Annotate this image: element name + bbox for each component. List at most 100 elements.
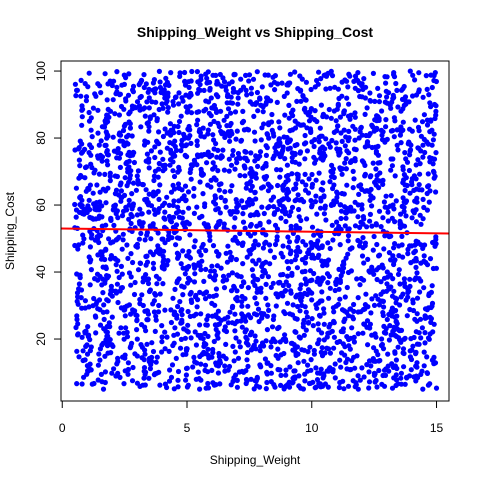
data-point xyxy=(93,314,99,320)
data-point xyxy=(207,237,213,243)
data-point xyxy=(87,348,93,354)
data-point xyxy=(296,373,302,379)
data-point xyxy=(406,139,412,145)
data-point xyxy=(235,95,241,101)
data-point xyxy=(197,289,203,295)
data-point xyxy=(213,141,219,147)
y-tick-label: 20 xyxy=(34,332,48,346)
data-point xyxy=(221,225,227,231)
data-point xyxy=(374,276,380,283)
data-point xyxy=(320,180,326,186)
data-point xyxy=(175,377,181,383)
data-point xyxy=(422,313,428,319)
data-point xyxy=(415,157,421,163)
data-point xyxy=(91,380,97,387)
data-point xyxy=(381,304,387,310)
data-point xyxy=(338,273,344,279)
data-point xyxy=(364,362,370,368)
data-point xyxy=(244,357,250,363)
data-point xyxy=(255,286,261,292)
data-point xyxy=(370,247,376,253)
data-point xyxy=(168,132,174,138)
data-point xyxy=(387,323,393,329)
data-point xyxy=(346,128,352,134)
data-point xyxy=(375,152,381,158)
data-point xyxy=(79,122,85,128)
data-point xyxy=(236,202,242,208)
data-point xyxy=(255,108,261,114)
data-point xyxy=(424,122,431,128)
data-point xyxy=(416,87,422,93)
data-point xyxy=(228,120,234,127)
data-point xyxy=(174,280,180,286)
data-point xyxy=(133,187,139,193)
data-point xyxy=(181,193,187,199)
data-point xyxy=(134,241,140,247)
data-point xyxy=(263,259,269,265)
data-point xyxy=(405,290,411,296)
data-point xyxy=(125,92,132,98)
data-point xyxy=(270,130,276,136)
data-point xyxy=(76,281,82,287)
data-point xyxy=(194,304,200,310)
data-point xyxy=(86,70,92,76)
data-point xyxy=(170,295,176,301)
data-point xyxy=(299,347,305,353)
data-point xyxy=(418,278,424,284)
data-point xyxy=(186,94,192,100)
data-point xyxy=(108,215,114,221)
data-point xyxy=(429,84,435,91)
data-point xyxy=(378,279,384,285)
data-point xyxy=(80,357,86,364)
data-point xyxy=(81,236,87,242)
data-point xyxy=(417,289,423,295)
data-point xyxy=(402,381,408,387)
data-point xyxy=(244,254,250,260)
data-point xyxy=(420,196,426,202)
data-point xyxy=(112,173,118,179)
data-point xyxy=(190,364,196,370)
data-point xyxy=(331,182,337,188)
data-point xyxy=(271,254,277,260)
data-point xyxy=(227,249,233,255)
data-point xyxy=(303,327,309,333)
data-point xyxy=(245,363,251,369)
data-point xyxy=(368,193,374,199)
data-point xyxy=(263,386,269,392)
data-point xyxy=(127,345,133,351)
data-point xyxy=(366,369,372,375)
data-point xyxy=(295,174,301,180)
data-point xyxy=(104,333,110,339)
data-point xyxy=(346,150,352,156)
data-point xyxy=(301,332,307,338)
data-point xyxy=(365,143,371,149)
data-point xyxy=(304,314,310,320)
data-point xyxy=(194,204,200,210)
data-point xyxy=(72,201,78,208)
data-point xyxy=(147,366,153,372)
data-point xyxy=(337,338,343,345)
data-point xyxy=(240,314,246,320)
data-point xyxy=(259,125,265,131)
data-point xyxy=(395,344,401,350)
data-point xyxy=(424,190,430,197)
data-point xyxy=(286,189,292,195)
data-point xyxy=(151,309,157,315)
data-point xyxy=(171,173,178,180)
data-point xyxy=(164,79,170,85)
data-point xyxy=(115,358,121,365)
data-point xyxy=(141,357,147,363)
data-point xyxy=(188,335,194,341)
data-point xyxy=(252,138,258,144)
data-point xyxy=(243,149,249,155)
x-tick-label: 5 xyxy=(184,421,191,435)
data-point xyxy=(396,267,402,273)
data-point xyxy=(198,377,204,383)
data-point xyxy=(230,152,236,158)
data-point xyxy=(398,381,404,387)
data-point xyxy=(95,155,101,161)
data-point xyxy=(292,118,298,124)
data-point xyxy=(150,348,157,355)
data-point xyxy=(377,357,383,364)
regression-line xyxy=(60,227,450,235)
